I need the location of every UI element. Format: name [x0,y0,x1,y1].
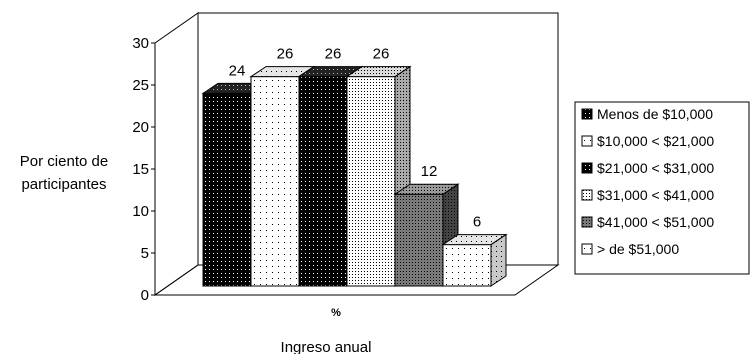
data-label: 26 [373,46,390,63]
legend-item: Menos de $10,000 [581,106,713,122]
legend-swatch [581,135,593,147]
legend-swatch [581,162,593,174]
bar-front [298,76,348,287]
y-tick-label: 5 [141,245,149,262]
legend-label: Menos de $10,000 [597,106,713,122]
bar-front [250,76,300,287]
legend-label: > de $51,000 [597,241,679,257]
y-axis-title-line-2: participantes [21,176,106,193]
y-tick-label: 20 [132,119,149,136]
legend-label: $21,000 < $31,000 [597,160,714,176]
y-tick-label: 25 [132,77,149,94]
floor [153,264,560,296]
data-label: 24 [229,62,246,79]
bar-top [393,183,460,195]
legend-label: $41,000 < $51,000 [597,214,714,230]
legend-item: $31,000 < $41,000 [581,187,714,203]
bar-top [345,66,412,78]
legend-swatch [581,108,593,120]
y-axis: 0 5 10 15 20 25 30 [132,35,155,304]
bar [441,233,508,287]
data-label: 26 [277,46,294,63]
y-tick-label: 0 [141,287,149,304]
legend-item: $41,000 < $51,000 [581,214,714,230]
bar-front [346,76,396,287]
legend-swatch [581,243,593,255]
bars-group [201,65,508,287]
bar-front [202,92,252,287]
legend-label: $31,000 < $41,000 [597,187,714,203]
x-axis-title: Ingreso anual [281,339,372,354]
data-label: 6 [473,214,481,231]
legend-item: > de $51,000 [581,241,679,257]
x-category-label: % [331,307,341,319]
data-labels: 24 26 26 26 12 6 [229,46,482,231]
y-axis-title-line-1: Por ciento de [20,153,108,170]
y-tick-label: 10 [132,203,149,220]
bar-front [442,244,492,287]
bar-top [441,234,508,246]
y-tick-label: 15 [132,161,149,178]
legend: Menos de $10,000 $10,000 < $21,000 $21,000… [574,101,750,275]
y-tick-label: 30 [132,35,149,52]
legend-swatch [581,189,593,201]
legend-item: $10,000 < $21,000 [581,133,714,149]
legend-label: $10,000 < $21,000 [597,133,714,149]
data-label: 12 [421,163,438,180]
legend-item: $21,000 < $31,000 [581,160,714,176]
data-label: 26 [325,46,342,63]
legend-box [574,101,750,275]
left-wall [154,12,199,296]
bar-front [394,193,444,287]
legend-swatch [581,216,593,228]
